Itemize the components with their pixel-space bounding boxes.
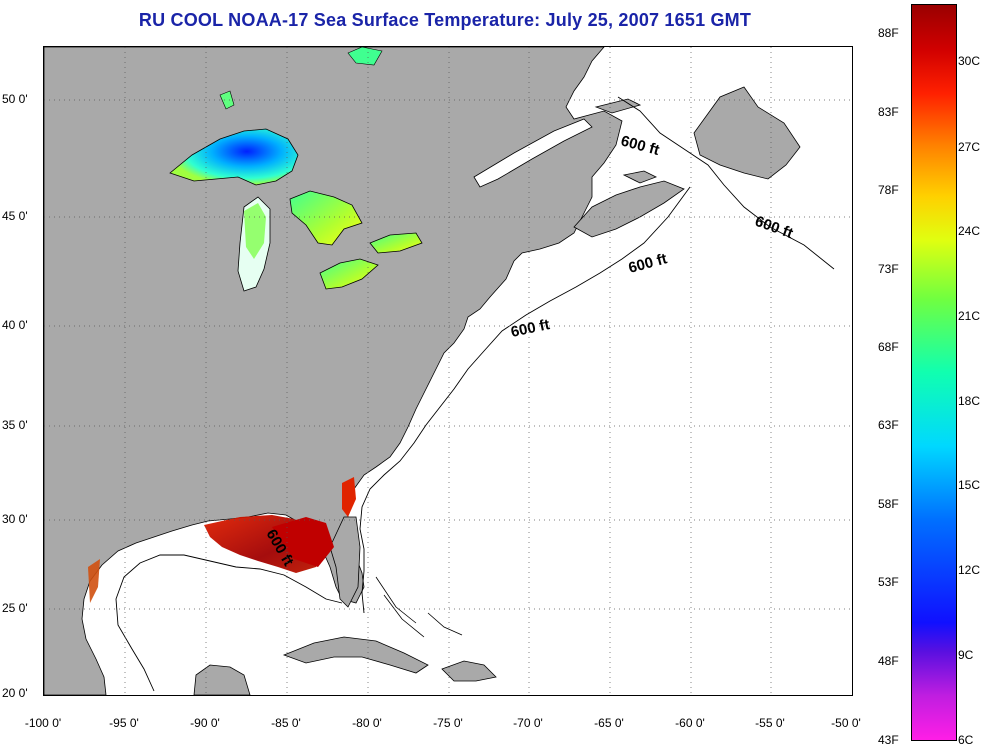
colorbar-f-88: 88F — [878, 26, 899, 40]
colorbar-f-83: 83F — [878, 105, 899, 119]
lon-label-70: -70 0' — [513, 716, 543, 730]
contour-label-1: 600 ft — [619, 132, 661, 159]
gulf-sst-west — [88, 559, 100, 603]
land-north-america — [44, 47, 623, 695]
colorbar-f-68: 68F — [878, 340, 899, 354]
grid-lines — [44, 47, 852, 695]
land-pei — [622, 170, 657, 184]
colorbar-c-9: 9C — [958, 648, 974, 662]
colorbar-c-21: 21C — [958, 309, 981, 323]
land-bahamas — [375, 576, 463, 638]
land-anticosti — [594, 98, 642, 114]
hudson-bay-edge — [347, 47, 383, 66]
lon-label-75: -75 0' — [433, 716, 463, 730]
colorbar-c-24: 24C — [958, 224, 981, 238]
land-nova-scotia — [573, 180, 685, 238]
contour-label-4: 600 ft — [509, 316, 551, 341]
lake-winnipeg — [219, 90, 235, 110]
contour-label-3: 600 ft — [627, 250, 669, 277]
lake-erie — [319, 258, 379, 290]
lat-label-30: 30 0' — [2, 512, 28, 526]
lake-huron — [289, 190, 363, 246]
map-title: RU COOL NOAA-17 Sea Surface Temperature:… — [138, 10, 752, 30]
lon-label-100: -100 0' — [24, 716, 62, 730]
land-cuba — [282, 636, 429, 674]
colorbar-f-58: 58F — [878, 497, 899, 511]
colorbar-f-43: 43F — [878, 733, 899, 747]
colorbar-c-27: 27C — [958, 140, 981, 154]
map-canvas: 600 ft 600 ft 600 ft 600 ft 600 ft — [44, 47, 852, 695]
lat-label-35: 35 0' — [2, 418, 28, 432]
colorbar-c-18: 18C — [958, 394, 981, 408]
st-lawrence-river — [473, 118, 593, 188]
lat-label-20: 20 0' — [2, 686, 28, 700]
colorbar-f-78: 78F — [878, 183, 899, 197]
atlantic-sst-florida — [342, 477, 356, 517]
lon-label-80: -80 0' — [352, 716, 382, 730]
land-newfoundland — [693, 86, 801, 180]
gulf-sst-florida — [272, 517, 334, 567]
colorbar-f-73: 73F — [878, 262, 899, 276]
colorbar-c-30: 30C — [958, 54, 981, 68]
colorbar-c-6: 6C — [958, 733, 974, 747]
lon-label-60: -60 0' — [675, 716, 705, 730]
lon-label-90: -90 0' — [190, 716, 220, 730]
colorbar-f-48: 48F — [878, 654, 899, 668]
lon-label-95: -95 0' — [109, 716, 139, 730]
land-yucatan — [193, 664, 251, 695]
lon-label-50: -50 0' — [831, 716, 861, 730]
lat-label-25: 25 0' — [2, 601, 28, 615]
colorbar-f-63: 63F — [878, 418, 899, 432]
lon-label-85: -85 0' — [271, 716, 301, 730]
colorbar-c-15: 15C — [958, 478, 981, 492]
sst-map[interactable]: 600 ft 600 ft 600 ft 600 ft 600 ft — [43, 46, 853, 696]
lake-superior — [169, 128, 299, 186]
lat-label-40: 40 0' — [2, 318, 28, 332]
temperature-colorbar — [911, 4, 957, 741]
lat-label-45: 45 0' — [2, 209, 28, 223]
lat-label-50: 50 0' — [2, 92, 28, 106]
colorbar-f-53: 53F — [878, 575, 899, 589]
land-hispaniola — [441, 660, 497, 682]
lake-ontario — [369, 232, 423, 254]
land-florida — [329, 516, 361, 608]
colorbar-c-12: 12C — [958, 563, 981, 577]
lon-label-65: -65 0' — [594, 716, 624, 730]
lon-label-55: -55 0' — [755, 716, 785, 730]
